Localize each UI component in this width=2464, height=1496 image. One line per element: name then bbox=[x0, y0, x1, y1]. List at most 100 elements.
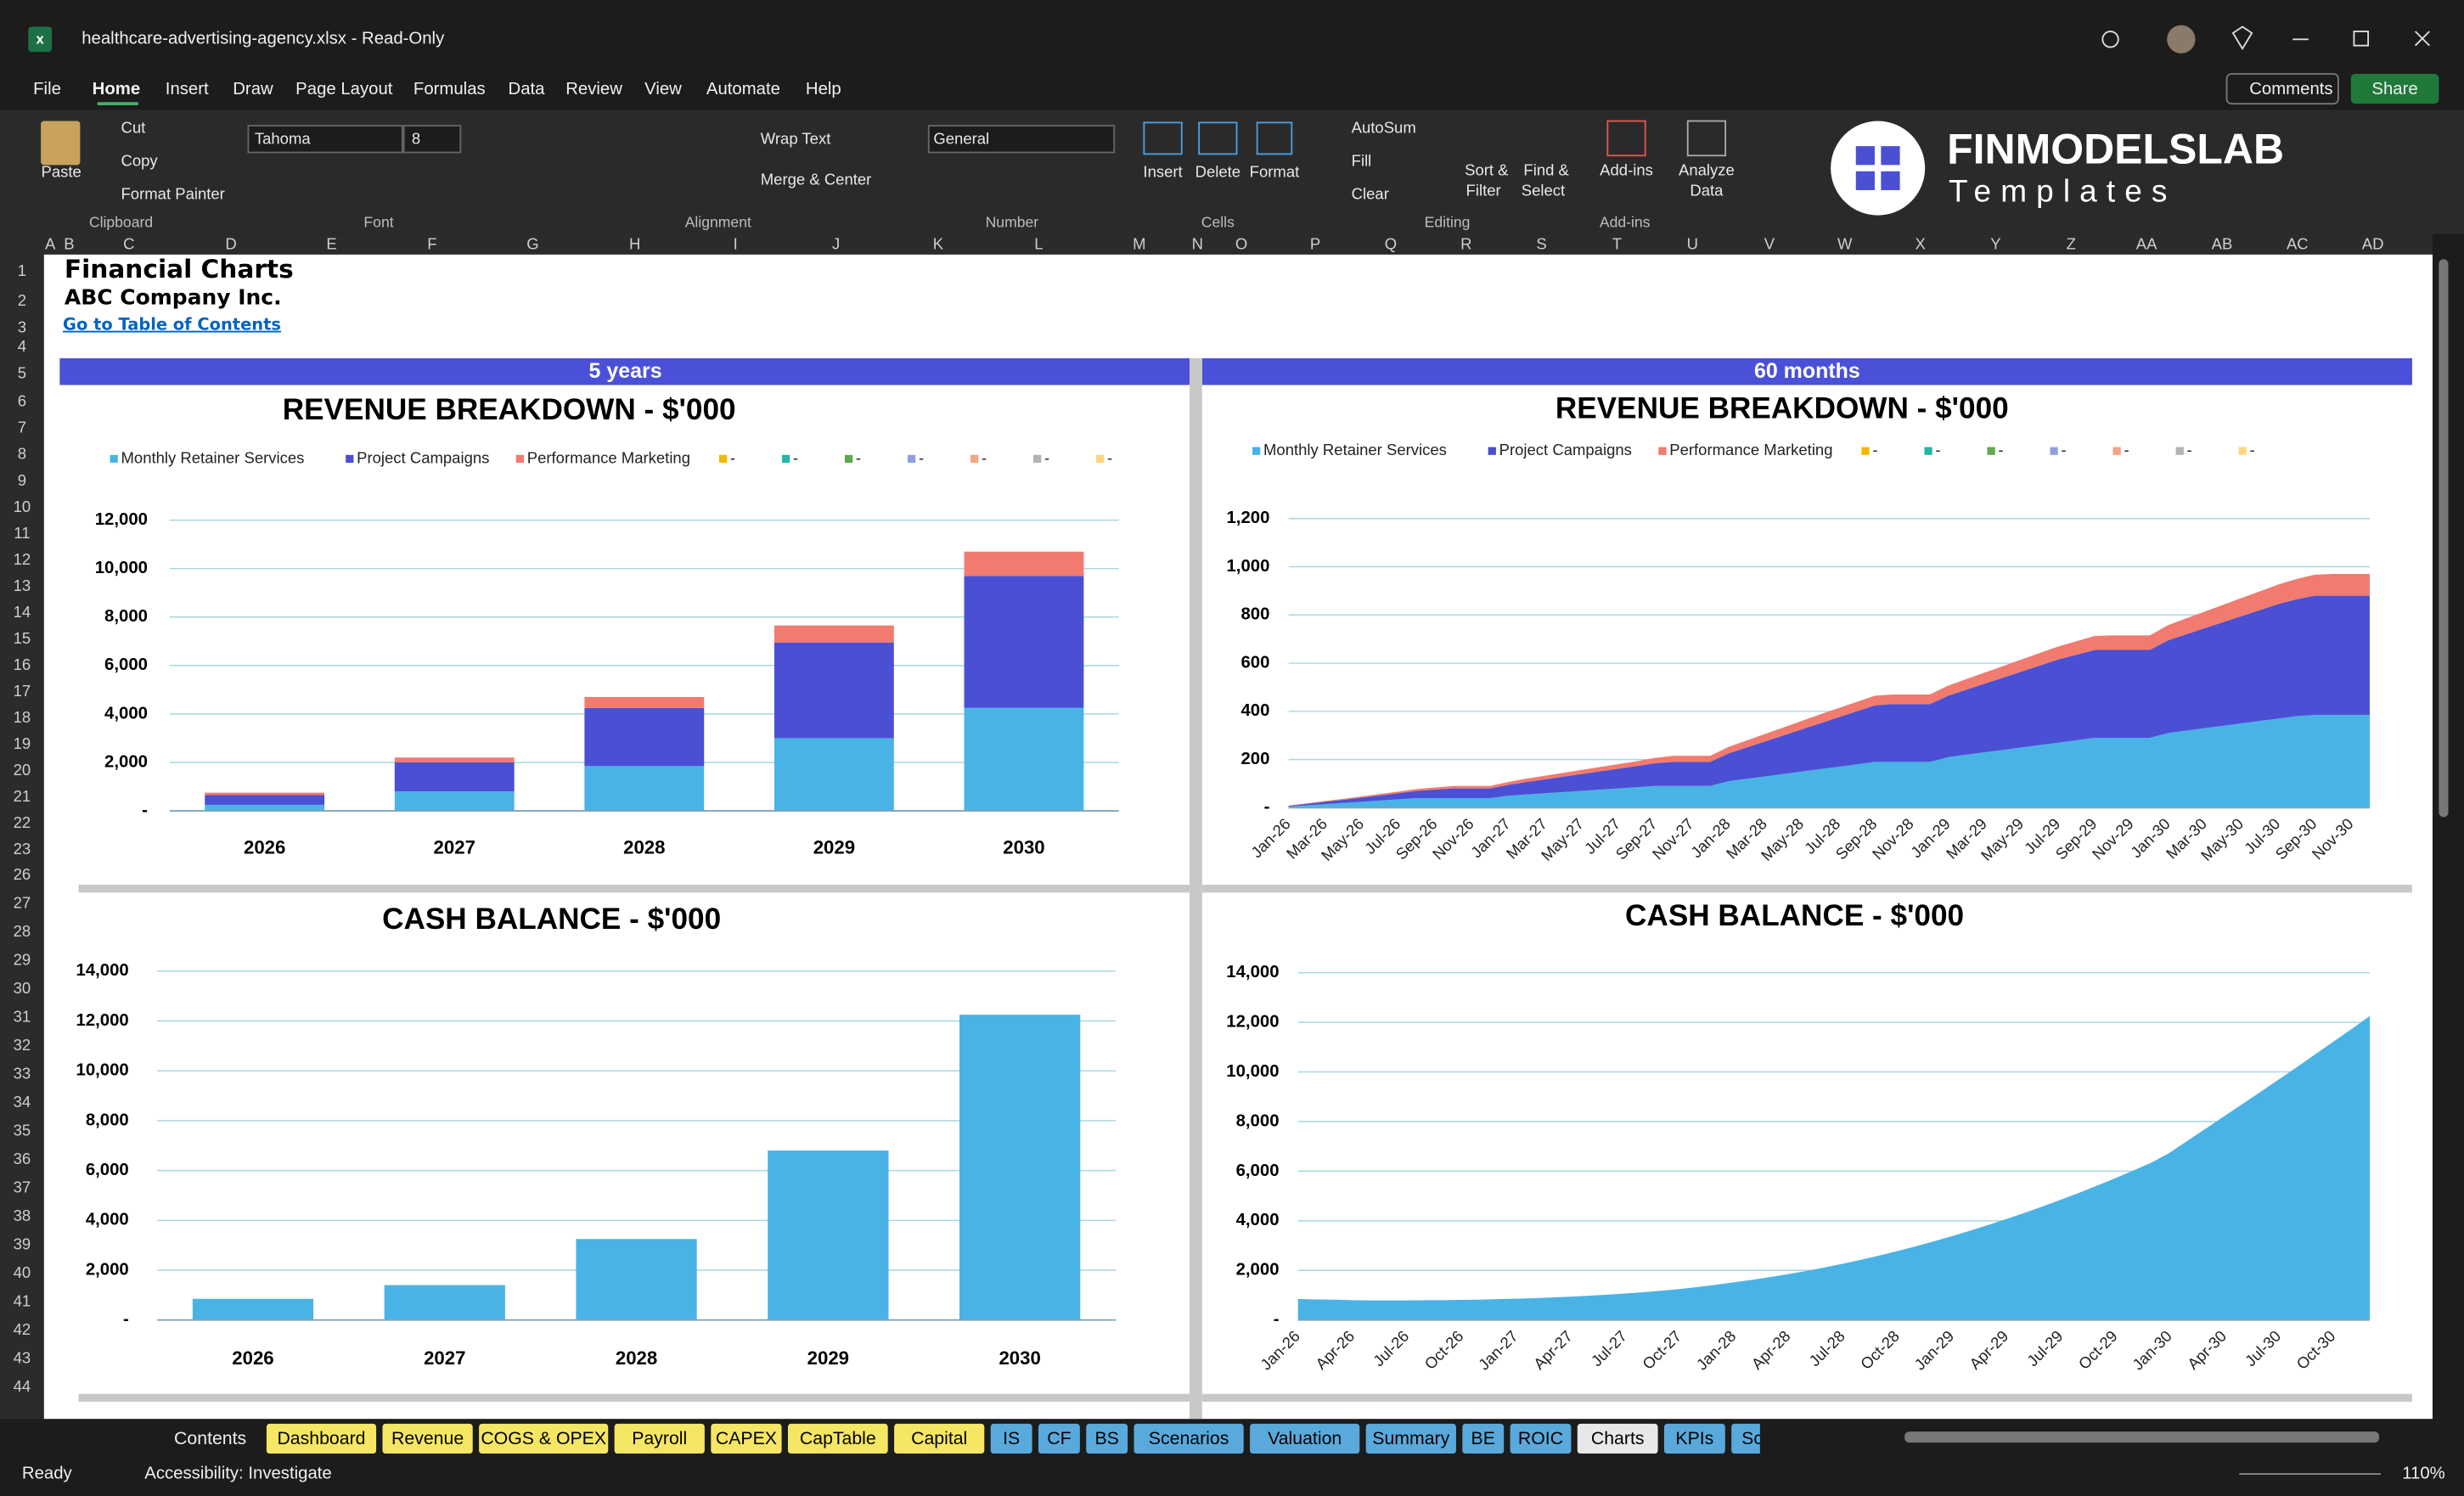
menu-item[interactable]: Automate bbox=[706, 80, 780, 98]
menu-item[interactable]: Insert bbox=[166, 80, 209, 98]
ribbon-item[interactable]: Sort & bbox=[1465, 161, 1509, 179]
column-header[interactable]: A bbox=[45, 235, 56, 253]
restore[interactable] bbox=[2353, 31, 2370, 47]
column-header[interactable]: P bbox=[1310, 235, 1320, 253]
sheet-tab[interactable] bbox=[382, 1423, 473, 1454]
sheet-tab[interactable] bbox=[711, 1423, 782, 1454]
sheet-tab[interactable] bbox=[1577, 1423, 1658, 1454]
sheet-tab-label[interactable]: Contents bbox=[174, 1428, 246, 1448]
column-header[interactable]: AD bbox=[2362, 235, 2384, 253]
column-header[interactable]: M bbox=[1133, 235, 1145, 253]
sheet-tab[interactable] bbox=[1365, 1423, 1456, 1454]
sheet-tab-label[interactable]: COGS & OPEX bbox=[481, 1428, 606, 1448]
row-header[interactable]: 38 bbox=[14, 1206, 31, 1224]
row-header[interactable]: 17 bbox=[14, 682, 31, 700]
ribbon-item[interactable]: Paste bbox=[42, 162, 82, 180]
ribbon-item[interactable]: Format Painter bbox=[121, 184, 225, 202]
column-header[interactable]: J bbox=[832, 235, 840, 253]
row-header[interactable]: 39 bbox=[14, 1234, 31, 1252]
row-header[interactable]: 5 bbox=[18, 363, 26, 381]
column-header[interactable]: B bbox=[64, 235, 74, 253]
size-box[interactable] bbox=[402, 125, 462, 154]
row-header[interactable]: 27 bbox=[14, 893, 31, 911]
scroll-thumb[interactable] bbox=[2439, 259, 2449, 818]
row-header[interactable]: 21 bbox=[14, 787, 31, 805]
share-label[interactable]: Share bbox=[2371, 80, 2417, 98]
sheet-tab-label[interactable]: CapTable bbox=[800, 1428, 876, 1448]
menu-item[interactable]: Review bbox=[565, 80, 622, 98]
column-header[interactable]: W bbox=[1837, 235, 1853, 253]
sheet-tab-label[interactable]: CAPEX bbox=[716, 1428, 777, 1448]
row-header[interactable]: 34 bbox=[14, 1093, 31, 1111]
menu-item[interactable]: Home bbox=[93, 80, 141, 98]
sheet-tab-label[interactable]: Capital bbox=[911, 1428, 967, 1448]
row-header[interactable]: 4 bbox=[18, 337, 26, 355]
row-header[interactable]: 16 bbox=[14, 655, 31, 673]
column-header[interactable]: X bbox=[1915, 235, 1925, 253]
column-header[interactable]: K bbox=[933, 235, 944, 253]
column-header[interactable]: U bbox=[1687, 235, 1698, 253]
sheet-tab[interactable] bbox=[990, 1423, 1032, 1454]
close[interactable] bbox=[2414, 31, 2430, 47]
row-header[interactable]: 41 bbox=[14, 1291, 31, 1309]
sheet-tab-label[interactable]: ROIC bbox=[1518, 1428, 1563, 1448]
row-header[interactable]: 20 bbox=[14, 761, 31, 779]
column-header[interactable]: AB bbox=[2212, 235, 2233, 253]
ribbon-item[interactable]: Clear bbox=[1352, 184, 1389, 202]
row-header[interactable]: 40 bbox=[14, 1263, 31, 1281]
row-header[interactable]: 3 bbox=[18, 318, 26, 336]
row-header[interactable]: 7 bbox=[18, 419, 26, 436]
row-header[interactable]: 11 bbox=[14, 524, 30, 542]
sheet-tab-label[interactable]: Valuation bbox=[1268, 1428, 1342, 1448]
row-header[interactable]: 8 bbox=[18, 445, 26, 463]
paste-icon[interactable] bbox=[41, 121, 81, 166]
ribbon-item[interactable]: AutoSum bbox=[1352, 119, 1416, 137]
row-header[interactable]: 26 bbox=[14, 865, 31, 883]
menu-item[interactable]: Draw bbox=[233, 80, 273, 98]
row-header[interactable]: 9 bbox=[18, 471, 26, 489]
row-header[interactable]: 2 bbox=[18, 291, 26, 309]
ribbon-item[interactable]: Insert bbox=[1143, 162, 1182, 180]
column-header[interactable]: E bbox=[326, 235, 336, 253]
sheet-tab-label[interactable]: Revenue bbox=[391, 1428, 464, 1448]
row-header[interactable]: 6 bbox=[18, 392, 26, 410]
column-header[interactable]: S bbox=[1536, 235, 1546, 253]
comments-label[interactable]: Comments bbox=[2249, 80, 2332, 98]
sheet-tab-label[interactable]: BE bbox=[1471, 1428, 1495, 1448]
delete-icon[interactable] bbox=[1198, 121, 1238, 155]
horizontal-scroll[interactable] bbox=[1904, 1431, 2380, 1443]
sheet-tab-label[interactable]: CF bbox=[1047, 1428, 1071, 1448]
row-header[interactable]: 42 bbox=[14, 1320, 31, 1338]
sheet-tab-label[interactable]: BS bbox=[1094, 1428, 1118, 1448]
row-header[interactable]: 30 bbox=[14, 979, 31, 997]
search-icon[interactable] bbox=[2101, 31, 2119, 48]
sheet-tab-label[interactable]: KPIs bbox=[1675, 1428, 1713, 1448]
comments-button[interactable] bbox=[2225, 73, 2339, 105]
row-header[interactable]: 14 bbox=[14, 603, 31, 621]
menu-item[interactable]: Formulas bbox=[413, 80, 486, 98]
addins-icon[interactable] bbox=[1606, 120, 1646, 157]
ribbon-item[interactable]: Merge & Center bbox=[761, 171, 872, 188]
sheet-tab[interactable] bbox=[1086, 1423, 1128, 1454]
column-header[interactable]: C bbox=[123, 235, 134, 253]
row-header[interactable]: 29 bbox=[14, 950, 31, 968]
sheet-tab-label[interactable]: Sc bbox=[1741, 1428, 1763, 1448]
ribbon-item[interactable]: Add-ins bbox=[1600, 161, 1653, 179]
column-header[interactable]: G bbox=[526, 235, 538, 253]
share-button[interactable] bbox=[2350, 73, 2439, 104]
avatar[interactable] bbox=[2167, 25, 2196, 53]
premium-icon[interactable] bbox=[2231, 25, 2253, 51]
insert-icon[interactable] bbox=[1143, 121, 1183, 155]
row-header[interactable]: 35 bbox=[14, 1121, 31, 1139]
ribbon-item[interactable]: 8 bbox=[412, 130, 420, 148]
row-header[interactable]: 15 bbox=[14, 629, 31, 647]
number-format-box[interactable] bbox=[927, 125, 1116, 154]
column-header[interactable]: V bbox=[1764, 235, 1775, 253]
ribbon-item[interactable]: Find & bbox=[1523, 161, 1569, 179]
column-header[interactable]: L bbox=[1034, 235, 1043, 253]
row-header[interactable]: 13 bbox=[14, 576, 31, 594]
format-icon[interactable] bbox=[1256, 121, 1293, 155]
status-accessibility[interactable]: Accessibility: Investigate bbox=[144, 1464, 331, 1482]
sheet-tab[interactable] bbox=[1510, 1423, 1572, 1454]
ribbon-item[interactable]: Copy bbox=[121, 152, 159, 170]
